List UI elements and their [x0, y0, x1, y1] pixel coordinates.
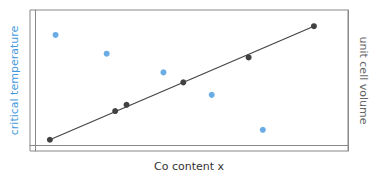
svg-text:Co content x: Co content x [154, 160, 225, 173]
svg-text:critical temperature: critical temperature [8, 26, 21, 136]
svg-text:unit cell volume: unit cell volume [357, 37, 370, 125]
